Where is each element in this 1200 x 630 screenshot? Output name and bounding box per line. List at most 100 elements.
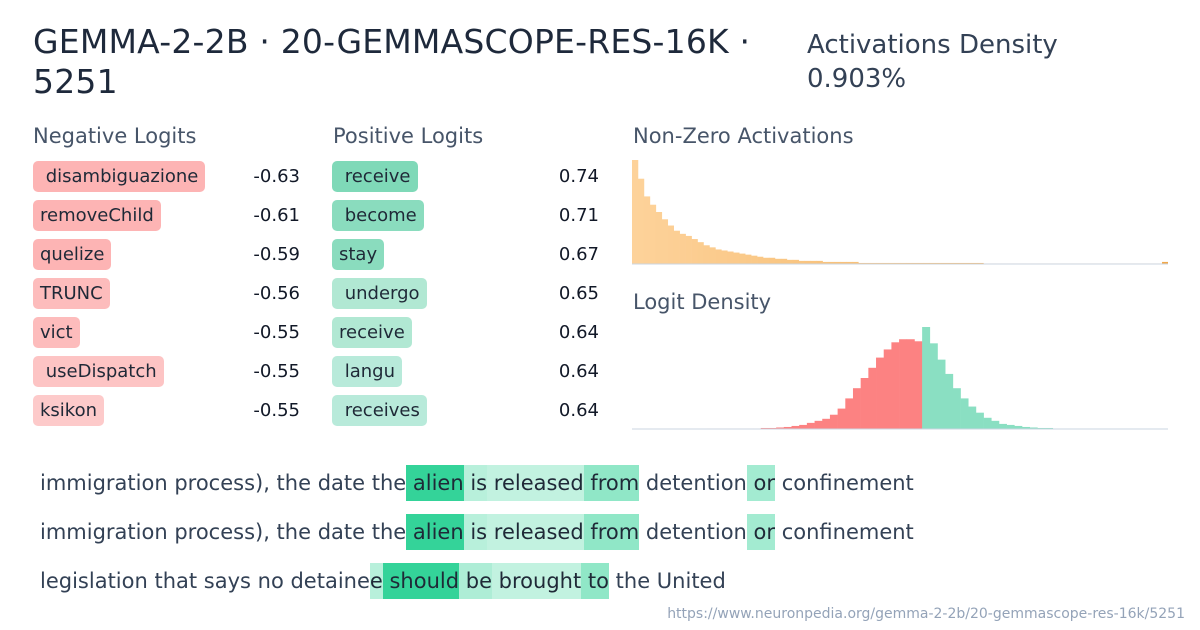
negative-logit-token[interactable]: TRUNC: [33, 278, 110, 309]
positive-logit-token[interactable]: undergo: [332, 278, 427, 309]
positive-logit-token[interactable]: become: [332, 200, 424, 231]
activation-bar: [828, 261, 835, 264]
activation-bar: [757, 256, 764, 264]
activated-token[interactable]: alien: [406, 514, 464, 550]
positive-logit-value: 0.71: [558, 205, 599, 226]
negative-logit-value: -0.61: [253, 205, 300, 226]
positive-logit-value: 0.64: [558, 400, 599, 421]
activated-token[interactable]: be: [459, 563, 492, 599]
activation-bar: [882, 262, 889, 264]
positive-logit-bar: [922, 327, 931, 429]
negative-logit-row: quelize -0.59: [33, 238, 303, 277]
activation-bar: [900, 262, 907, 264]
negative-logit-token[interactable]: ksikon: [33, 395, 105, 426]
positive-logit-row: become 0.71: [332, 199, 602, 238]
activated-token[interactable]: from: [583, 465, 640, 501]
positive-logit-bar: [1022, 426, 1030, 429]
activation-bar: [715, 249, 722, 264]
activation-bar: [679, 233, 686, 264]
activated-token[interactable]: from: [583, 514, 640, 550]
negative-logit-bar: [776, 427, 785, 429]
negative-logit-token[interactable]: useDispatch: [33, 356, 164, 387]
token: confinement: [775, 520, 914, 544]
activations-density-value: 0.903%: [807, 64, 907, 94]
negative-logit-bar: [899, 339, 908, 429]
negative-logit-bar: [906, 339, 915, 429]
source-url[interactable]: https://www.neuronpedia.org/gemma-2-2b/2…: [667, 606, 1185, 622]
positive-logit-value: 0.64: [558, 361, 599, 382]
negative-logit-value: -0.56: [253, 283, 300, 304]
negative-logit-bar: [783, 426, 792, 429]
negative-logit-value: -0.55: [253, 361, 300, 382]
negative-logit-value: -0.55: [253, 400, 300, 421]
negative-logit-row: useDispatch -0.55: [33, 355, 303, 394]
activation-bar: [691, 239, 698, 264]
negative-logit-token[interactable]: vict: [33, 317, 80, 348]
positive-logit-token[interactable]: receive: [332, 317, 412, 348]
positive-logit-row: receive 0.74: [332, 160, 602, 199]
negative-logit-bar: [768, 427, 777, 429]
positive-logit-bar: [991, 420, 1000, 429]
activation-bar: [721, 250, 728, 264]
negative-logit-token[interactable]: disambiguazione: [33, 161, 206, 192]
positive-logit-value: 0.64: [558, 322, 599, 343]
activation-bar: [977, 262, 984, 264]
activated-token[interactable]: brought: [492, 563, 582, 599]
negative-logit-bar: [760, 427, 769, 429]
activated-token[interactable]: should: [382, 563, 460, 599]
activated-token[interactable]: or: [746, 514, 776, 550]
positive-logit-bar: [975, 412, 984, 429]
positive-logit-token[interactable]: langu: [332, 356, 402, 387]
positive-logit-bar: [1014, 425, 1023, 429]
token: legislation that says no detaine: [40, 569, 370, 593]
negative-logit-bar: [837, 408, 846, 429]
activated-token[interactable]: is: [463, 465, 488, 501]
activation-bar: [685, 235, 692, 264]
activation-bar: [655, 212, 663, 264]
activation-bar: [929, 262, 937, 264]
positive-logit-bar: [945, 373, 954, 429]
negative-logit-bar: [868, 367, 877, 429]
activated-token[interactable]: alien: [406, 465, 464, 501]
activated-token[interactable]: is: [463, 514, 488, 550]
negative-logit-row: ksikon -0.55: [33, 394, 303, 433]
positive-logit-token[interactable]: receive: [332, 161, 418, 192]
negative-logit-token[interactable]: quelize: [33, 239, 112, 270]
activated-token[interactable]: or: [746, 465, 776, 501]
negative-logit-value: -0.59: [253, 244, 300, 265]
positive-logit-bar: [1029, 427, 1038, 429]
activation-bar: [911, 262, 919, 264]
negative-logit-bar: [883, 349, 892, 429]
positive-logit-token[interactable]: receives: [332, 395, 427, 426]
activation-bar: [727, 251, 734, 264]
positive-logit-row: receive 0.64: [332, 316, 602, 355]
negative-logit-row: vict -0.55: [33, 316, 303, 355]
activation-bar: [1162, 261, 1168, 264]
positive-logit-bar: [929, 343, 938, 429]
activation-bar: [822, 261, 829, 264]
nonzero-activations-chart: [632, 160, 1168, 265]
activation-bar: [864, 262, 871, 264]
activation-bar: [751, 255, 758, 264]
negative-logit-token[interactable]: removeChild: [33, 200, 161, 231]
activation-bar: [632, 160, 639, 264]
positive-logit-bar: [983, 417, 992, 429]
negative-logit-bar: [891, 342, 900, 429]
activated-token[interactable]: e: [369, 563, 383, 599]
activation-bar: [816, 260, 823, 264]
activated-token[interactable]: to: [581, 563, 609, 599]
activation-bar: [649, 204, 657, 264]
negative-logit-bar: [845, 398, 854, 429]
activation-bar: [870, 262, 877, 264]
negative-logits-list: disambiguazione -0.63 removeChild -0.61 quel…: [33, 160, 303, 433]
activation-bar: [947, 262, 954, 264]
negative-logit-value: -0.55: [253, 322, 300, 343]
positive-logit-row: stay 0.67: [332, 238, 602, 277]
token: immigration process), the date the: [40, 520, 407, 544]
token: detention: [639, 520, 747, 544]
activated-token[interactable]: released: [487, 514, 584, 550]
activation-bar: [846, 261, 853, 264]
activation-bar: [965, 262, 972, 264]
positive-logit-token[interactable]: stay: [332, 239, 385, 270]
activated-token[interactable]: released: [487, 465, 584, 501]
